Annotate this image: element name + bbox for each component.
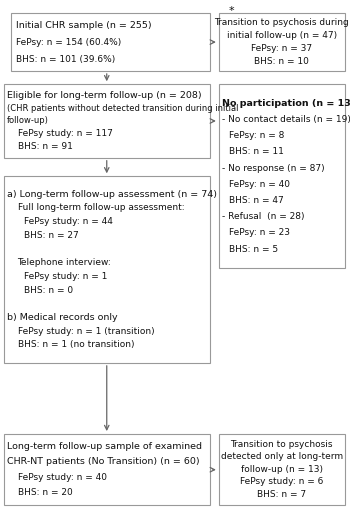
Text: FePsy: n = 8: FePsy: n = 8 <box>229 131 285 140</box>
Text: CHR-NT patients (No Transition) (n = 60): CHR-NT patients (No Transition) (n = 60) <box>7 457 199 466</box>
Text: BHS: n = 1 (no transition): BHS: n = 1 (no transition) <box>18 340 134 349</box>
Text: BHS: n = 20: BHS: n = 20 <box>18 488 72 498</box>
Text: Long-term follow-up sample of examined: Long-term follow-up sample of examined <box>7 441 202 451</box>
Text: (CHR patients without detected transition during initial: (CHR patients without detected transitio… <box>7 104 238 113</box>
Text: Transition to psychosis: Transition to psychosis <box>231 440 333 449</box>
Text: BHS: n = 0: BHS: n = 0 <box>25 286 74 295</box>
Text: FePsy: n = 37: FePsy: n = 37 <box>251 44 312 53</box>
Text: FePsy study: n = 1: FePsy study: n = 1 <box>25 272 108 281</box>
Text: detected only at long-term: detected only at long-term <box>221 452 343 461</box>
Text: a) Long-term follow-up assessment (n = 74): a) Long-term follow-up assessment (n = 7… <box>7 190 217 199</box>
Text: - Refusal  (n = 28): - Refusal (n = 28) <box>222 212 305 221</box>
Text: FePsy study: n = 44: FePsy study: n = 44 <box>25 217 113 226</box>
Text: b) Medical records only: b) Medical records only <box>7 313 118 322</box>
Text: BHS: n = 101 (39.6%): BHS: n = 101 (39.6%) <box>16 55 115 64</box>
FancyBboxPatch shape <box>4 176 210 363</box>
Text: FePsy study: n = 1 (transition): FePsy study: n = 1 (transition) <box>18 327 154 336</box>
FancyBboxPatch shape <box>4 84 210 158</box>
Text: Full long-term follow-up assessment:: Full long-term follow-up assessment: <box>18 204 184 213</box>
FancyBboxPatch shape <box>4 434 210 505</box>
Text: Transition to psychosis during: Transition to psychosis during <box>214 18 349 27</box>
Text: BHS: n = 11: BHS: n = 11 <box>229 147 284 156</box>
Text: BHS: n = 10: BHS: n = 10 <box>254 57 309 66</box>
Text: BHS: n = 91: BHS: n = 91 <box>18 143 72 151</box>
Text: FePsy: n = 40: FePsy: n = 40 <box>229 180 290 189</box>
Text: Eligible for long-term follow-up (n = 208): Eligible for long-term follow-up (n = 20… <box>7 90 202 99</box>
Text: initial follow-up (n = 47): initial follow-up (n = 47) <box>227 31 337 40</box>
Text: FePsy: n = 23: FePsy: n = 23 <box>229 228 290 237</box>
Text: FePsy study: n = 117: FePsy study: n = 117 <box>18 129 112 138</box>
Text: No participation (n = 136): No participation (n = 136) <box>222 99 350 108</box>
Text: FePsy study: n = 6: FePsy study: n = 6 <box>240 478 323 487</box>
Text: follow-up (n = 13): follow-up (n = 13) <box>241 465 323 474</box>
Text: BHS: n = 7: BHS: n = 7 <box>257 490 306 499</box>
Text: *: * <box>228 5 234 16</box>
Text: BHS: n = 27: BHS: n = 27 <box>25 231 79 240</box>
FancyBboxPatch shape <box>219 13 345 71</box>
FancyBboxPatch shape <box>219 434 345 505</box>
Text: FePsy study: n = 40: FePsy study: n = 40 <box>18 473 106 482</box>
FancyBboxPatch shape <box>10 13 210 71</box>
Text: Telephone interview:: Telephone interview: <box>18 258 111 267</box>
Text: Initial CHR sample (n = 255): Initial CHR sample (n = 255) <box>16 21 151 29</box>
Text: - No response (n = 87): - No response (n = 87) <box>222 164 325 173</box>
Text: BHS: n = 5: BHS: n = 5 <box>229 245 278 254</box>
Text: BHS: n = 47: BHS: n = 47 <box>229 196 284 205</box>
FancyBboxPatch shape <box>219 84 345 268</box>
Text: FePsy: n = 154 (60.4%): FePsy: n = 154 (60.4%) <box>16 37 121 47</box>
Text: - No contact details (n = 19): - No contact details (n = 19) <box>222 115 350 124</box>
Text: follow-up): follow-up) <box>7 116 49 126</box>
